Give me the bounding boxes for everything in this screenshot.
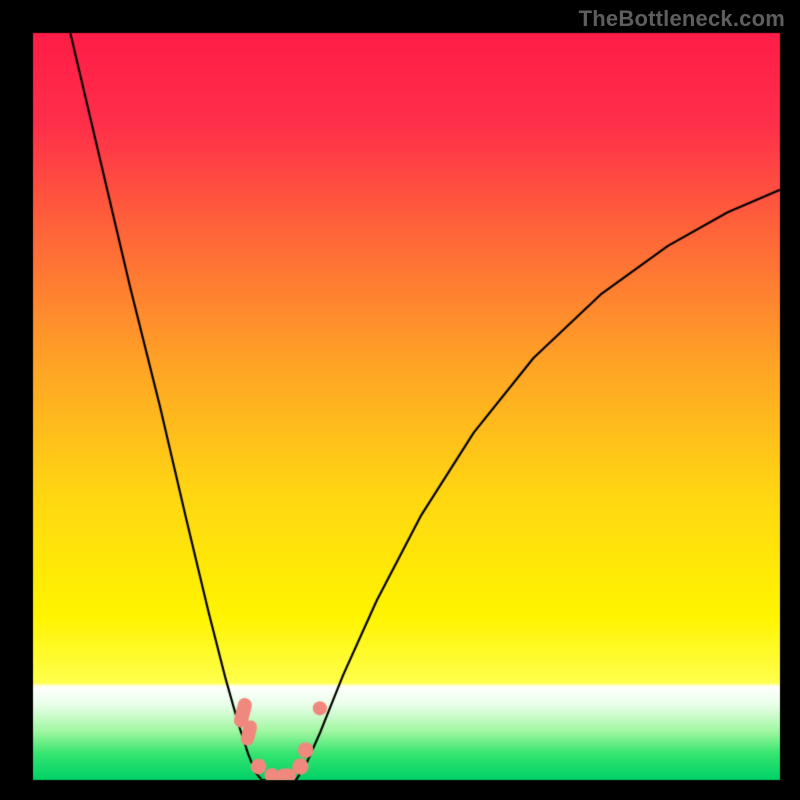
bottleneck-curve [0, 0, 800, 800]
watermark-label: TheBottleneck.com [579, 6, 785, 32]
chart-stage: TheBottleneck.com [0, 0, 800, 800]
